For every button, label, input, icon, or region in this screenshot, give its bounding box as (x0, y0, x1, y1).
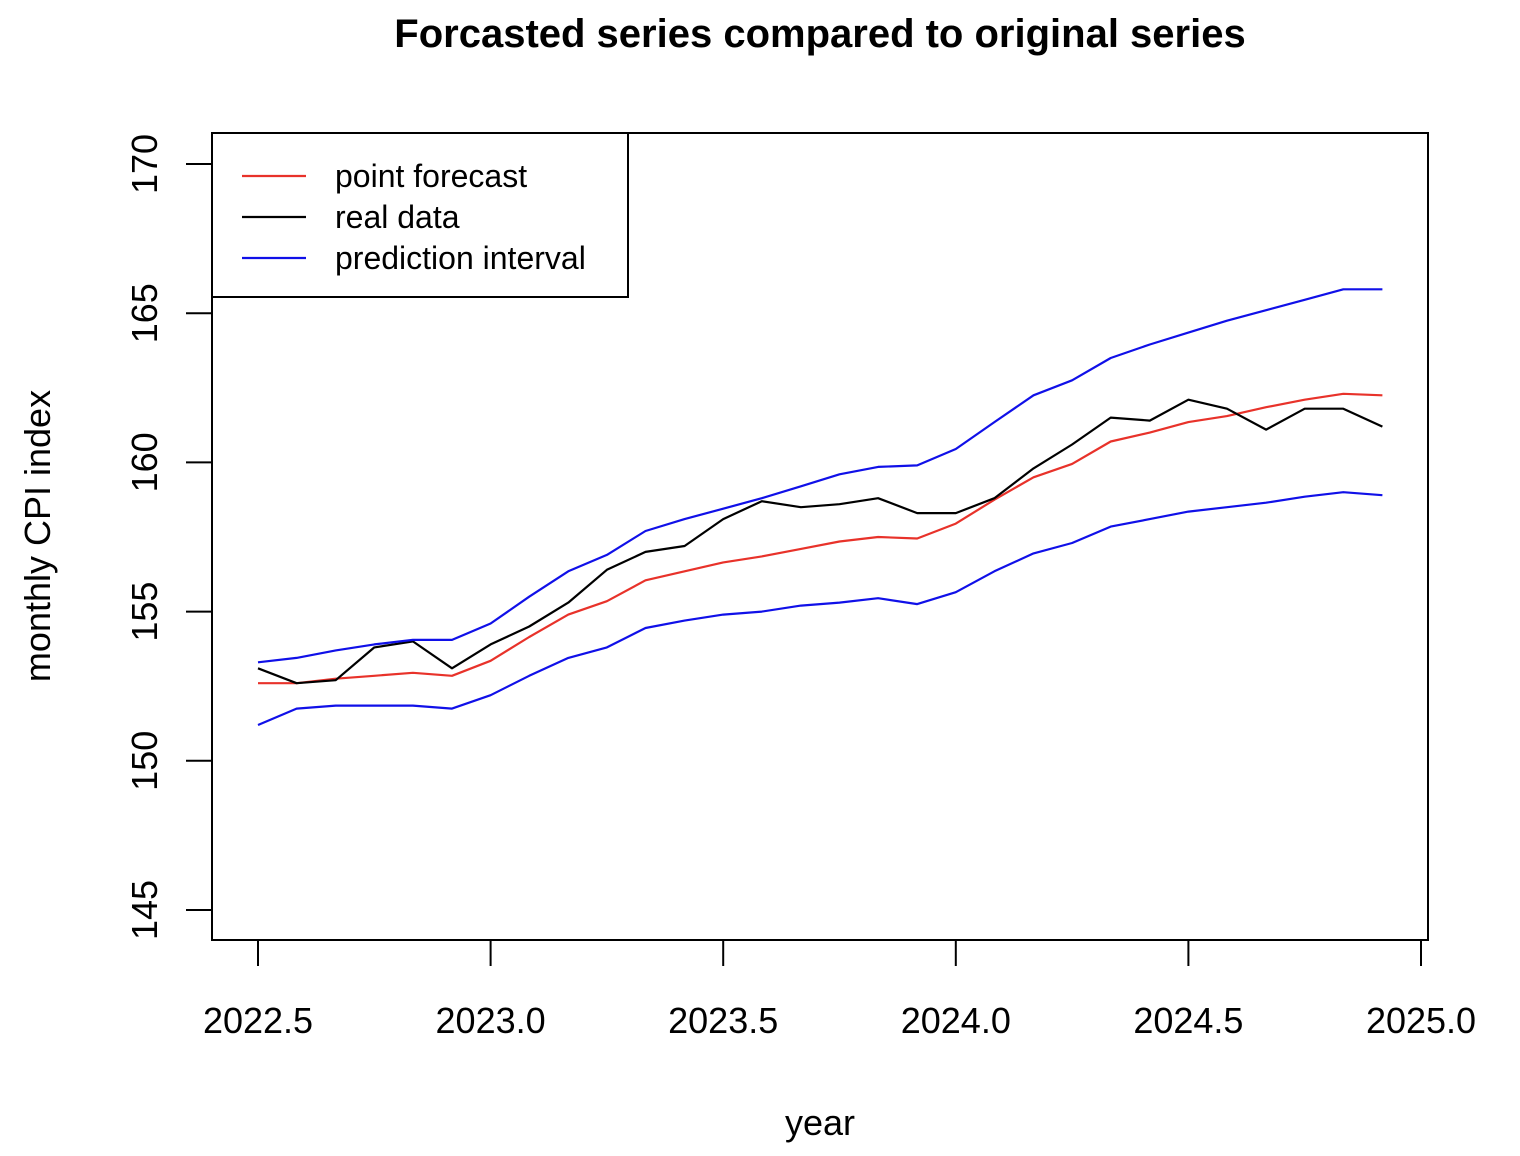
y-tick-label: 165 (124, 283, 165, 343)
series-layer (257, 288, 1383, 727)
y-tick-label: 155 (124, 582, 165, 642)
y-tick-label: 145 (124, 880, 165, 940)
series-line-prediction-interval-upper (257, 288, 1383, 664)
legend: point forecast real data prediction interv… (211, 132, 629, 298)
x-tick-label: 2024.0 (901, 1000, 1011, 1041)
x-axis: 2022.5 2023.0 2023.5 2024.0 2024.5 2025.0 (203, 939, 1476, 1041)
y-axis: 145 150 155 160 165 170 (124, 134, 213, 940)
x-tick-label: 2022.5 (203, 1000, 313, 1041)
legend-label: prediction interval (335, 240, 586, 276)
x-tick-label: 2025.0 (1366, 1000, 1476, 1041)
series-line-point-forecast (258, 392, 1383, 685)
y-tick-label: 170 (124, 134, 165, 194)
chart-title: Forcasted series compared to original se… (394, 12, 1245, 56)
legend-label: point forecast (335, 158, 527, 194)
x-tick-label: 2023.5 (668, 1000, 778, 1041)
y-axis-label: monthly CPI index (17, 390, 58, 682)
legend-box (211, 132, 629, 298)
legend-label: real data (335, 199, 460, 235)
x-tick-label: 2024.5 (1133, 1000, 1243, 1041)
series-line-prediction-interval-lower (257, 491, 1383, 727)
x-tick-label: 2023.0 (436, 1000, 546, 1041)
x-axis-label: year (785, 1102, 855, 1143)
series-line-real-data (257, 398, 1383, 685)
y-tick-label: 150 (124, 731, 165, 791)
y-tick-label: 160 (124, 432, 165, 492)
